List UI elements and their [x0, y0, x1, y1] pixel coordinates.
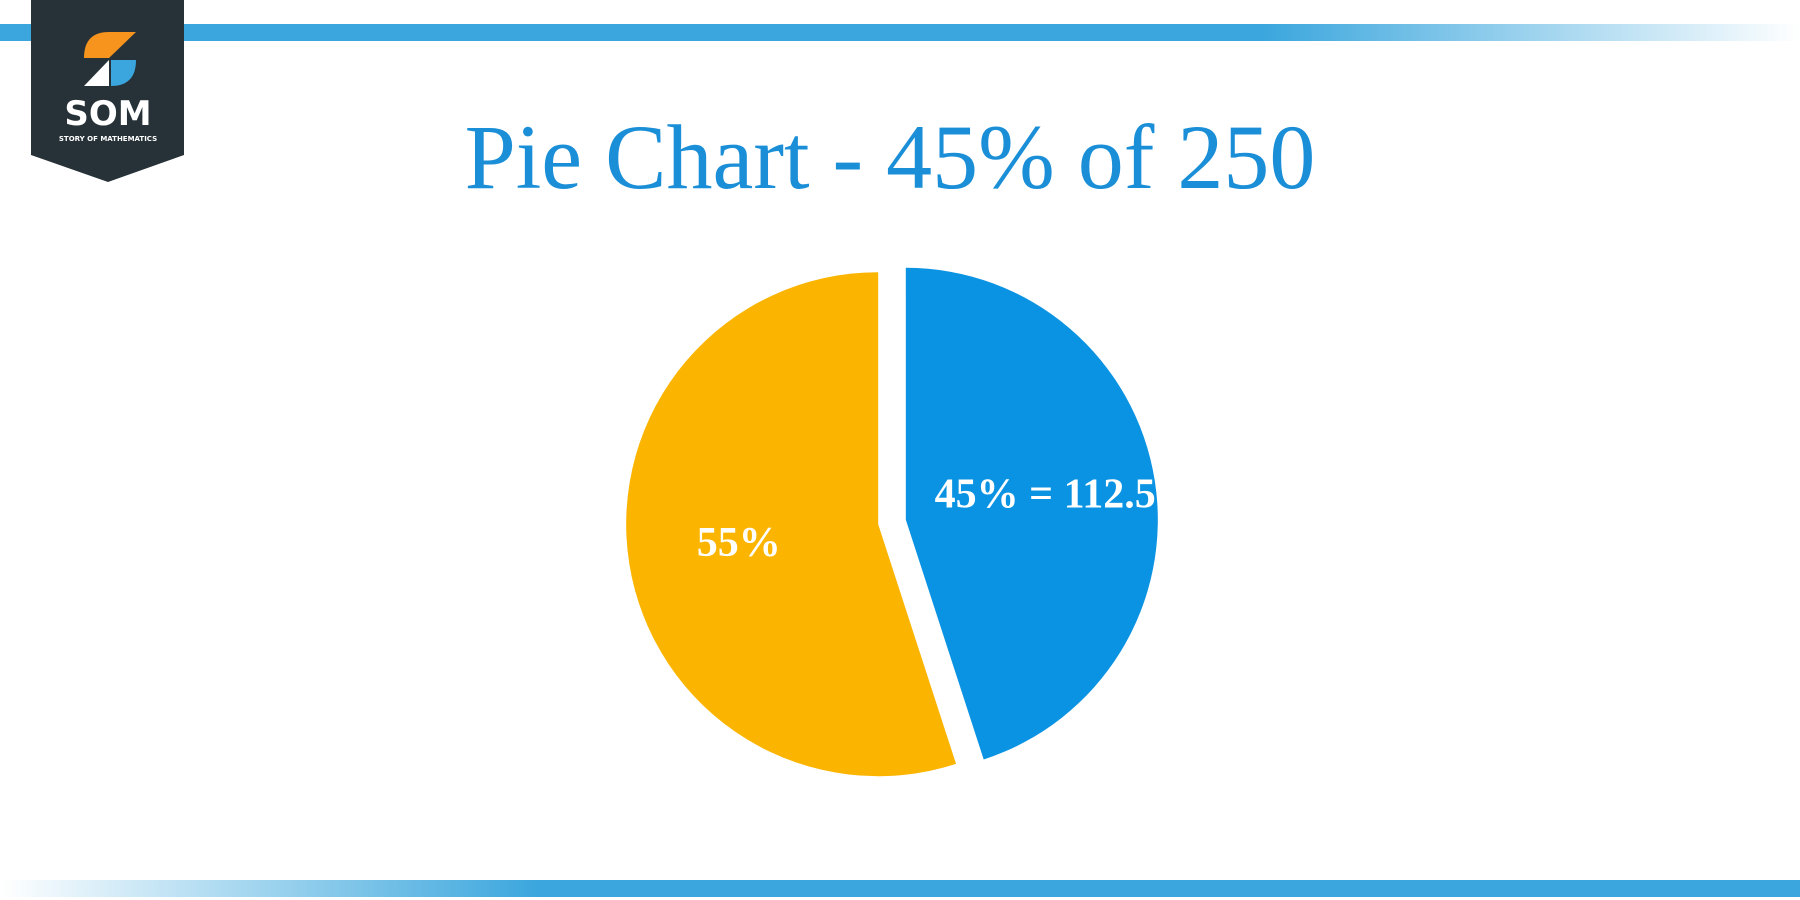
logo-subtitle: STORY OF MATHEMATICS [59, 135, 157, 143]
value-label: 45% = 112.5 [935, 471, 1156, 517]
top-stripe [0, 24, 1800, 41]
pie-slice [626, 272, 957, 777]
chart-title: Pie Chart - 45% of 250 [465, 106, 1316, 208]
bottom-stripe [0, 880, 1800, 897]
logo: SOM STORY OF MATHEMATICS [31, 0, 184, 182]
value-label: 55% [697, 520, 781, 566]
pie-slice [905, 267, 1158, 760]
logo-text: SOM [64, 94, 151, 134]
